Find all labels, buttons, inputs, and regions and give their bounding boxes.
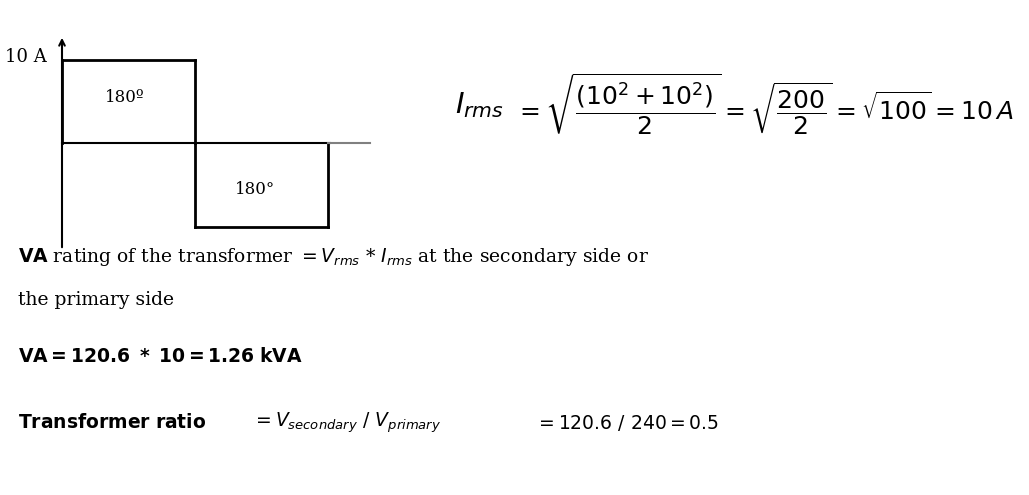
Text: 180°: 180° <box>235 182 275 198</box>
Text: $\mathbf{VA = 120.6\ *\ 10 = 1.26\ kVA}$: $\mathbf{VA = 120.6\ *\ 10 = 1.26\ kVA}$ <box>17 347 303 366</box>
Text: $= 120.6\ /\ 240 = 0.5$: $= 120.6\ /\ 240 = 0.5$ <box>535 413 719 433</box>
Text: 10 A: 10 A <box>5 48 46 66</box>
Text: $I_{rms}$: $I_{rms}$ <box>455 90 504 120</box>
Text: the primary side: the primary side <box>17 291 174 309</box>
Text: $= \sqrt{\dfrac{(10^2+10^2)}{2}} = \sqrt{\dfrac{200}{2}} = \sqrt{100} = 10\,A$: $= \sqrt{\dfrac{(10^2+10^2)}{2}} = \sqrt… <box>514 72 1014 138</box>
Text: $= V_{secondary}\ /\ V_{primary}$: $= V_{secondary}\ /\ V_{primary}$ <box>252 411 441 435</box>
Text: 180º: 180º <box>105 89 145 105</box>
Text: $\mathbf{Transformer\ ratio}$: $\mathbf{Transformer\ ratio}$ <box>17 413 207 433</box>
Text: $\mathbf{VA}$ rating of the transformer $= V_{rms}$ * $I_{rms}$ at the secondary: $\mathbf{VA}$ rating of the transformer … <box>17 246 649 268</box>
